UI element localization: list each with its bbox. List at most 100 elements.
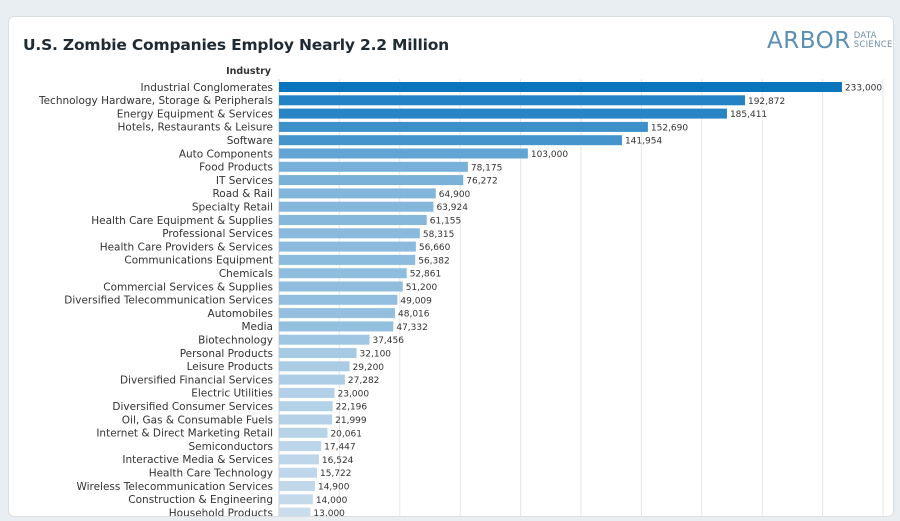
bar	[279, 308, 396, 319]
bar	[279, 374, 345, 385]
category-label: Interactive Media & Services	[122, 454, 273, 466]
category-label: Diversified Telecommunication Services	[64, 295, 273, 307]
category-label: Wireless Telecommunication Services	[76, 481, 273, 493]
value-label: 20,061	[330, 429, 362, 439]
value-label: 51,200	[406, 283, 438, 293]
bar	[279, 161, 468, 172]
bar	[279, 148, 528, 159]
bar	[279, 494, 313, 505]
logo-sub-line-2: SCIENCE	[853, 40, 893, 50]
value-label: 48,016	[398, 310, 430, 320]
bar	[279, 361, 350, 372]
category-label: Health Care Equipment & Supplies	[91, 215, 273, 227]
bar	[279, 294, 398, 305]
value-label: 233,000	[845, 84, 882, 94]
axis-title-industry: Industry	[226, 66, 272, 77]
value-label: 78,175	[471, 163, 503, 173]
bar	[279, 241, 416, 252]
bar	[279, 95, 745, 106]
value-label: 56,382	[418, 256, 450, 266]
category-label: Leisure Products	[187, 361, 273, 373]
value-label: 17,447	[324, 443, 356, 453]
category-label: Automobiles	[208, 308, 273, 320]
category-label: Hotels, Restaurants & Leisure	[118, 122, 274, 134]
bar	[279, 401, 333, 412]
bar	[279, 135, 622, 146]
value-label: 32,100	[360, 350, 392, 360]
chart-title: U.S. Zombie Companies Employ Nearly 2.2 …	[23, 36, 450, 54]
value-label: 56,660	[419, 243, 451, 253]
category-label: Construction & Engineering	[128, 494, 273, 506]
category-label: Semiconductors	[188, 441, 273, 453]
category-label: Household Products	[169, 507, 273, 516]
value-label: 49,009	[400, 296, 432, 306]
value-label: 103,000	[531, 150, 568, 160]
value-label: 192,872	[748, 97, 785, 107]
bar	[279, 215, 427, 225]
value-label: 16,524	[322, 456, 354, 466]
value-label: 22,196	[336, 403, 368, 413]
category-label: Oil, Gas & Consumable Fuels	[122, 414, 273, 426]
logo-sub-text: DATA SCIENCE	[854, 32, 893, 50]
bar	[279, 334, 370, 345]
value-label: 58,315	[423, 230, 455, 240]
bar	[279, 121, 648, 132]
bar	[279, 254, 416, 265]
bar	[279, 321, 394, 332]
category-label: Personal Products	[180, 348, 273, 360]
category-label: Professional Services	[162, 228, 273, 240]
logo-sub-line-1: DATA	[853, 31, 877, 41]
value-label: 37,456	[372, 336, 404, 346]
bar	[279, 467, 317, 478]
value-label: 63,924	[436, 203, 468, 213]
value-label: 27,282	[348, 376, 380, 386]
bar	[279, 108, 727, 119]
category-label: Software	[227, 135, 273, 147]
category-label: IT Services	[216, 175, 273, 187]
value-label: 21,999	[335, 416, 367, 426]
value-label: 185,411	[730, 110, 767, 120]
category-label: Diversified Financial Services	[120, 374, 273, 386]
bar	[279, 348, 357, 358]
bar	[279, 481, 315, 491]
value-label: 14,000	[316, 496, 348, 506]
value-label: 64,900	[439, 190, 471, 200]
category-label: Food Products	[199, 162, 273, 174]
value-label: 47,332	[396, 323, 428, 333]
logo-main-text: ARBOR	[767, 28, 851, 54]
value-label: 76,272	[466, 177, 498, 187]
bar	[279, 82, 842, 92]
value-label: 14,900	[318, 483, 350, 493]
value-label: 29,200	[353, 363, 385, 373]
value-label: 15,722	[320, 469, 352, 479]
value-label: 61,155	[430, 217, 462, 227]
category-label: Electric Utilities	[191, 388, 273, 400]
chart-card: U.S. Zombie Companies Employ Nearly 2.2 …	[8, 16, 894, 517]
bar	[279, 281, 403, 292]
category-label: Specialty Retail	[192, 202, 273, 214]
category-label: Chemicals	[219, 268, 273, 280]
value-label: 141,954	[625, 137, 662, 147]
value-label: 52,861	[410, 270, 442, 280]
bar	[279, 268, 407, 279]
category-label: Industrial Conglomerates	[141, 82, 274, 94]
arbor-logo: ARBOR DATA SCIENCE	[767, 27, 893, 55]
category-label: Auto Components	[179, 148, 273, 160]
category-label: Technology Hardware, Storage & Periphera…	[38, 95, 273, 107]
category-label: Diversified Consumer Services	[112, 401, 273, 413]
bar	[279, 427, 328, 438]
category-label: Internet & Direct Marketing Retail	[96, 428, 273, 440]
bar	[279, 201, 434, 212]
category-label: Road & Rail	[212, 188, 273, 200]
bar	[279, 441, 322, 452]
bar	[279, 454, 319, 465]
category-label: Health Care Providers & Services	[100, 241, 273, 253]
category-label: Communications Equipment	[124, 255, 273, 267]
bar	[279, 175, 464, 186]
bar	[279, 188, 436, 199]
category-label: Biotechnology	[198, 335, 273, 347]
category-label: Energy Equipment & Services	[117, 108, 273, 120]
bar	[279, 414, 333, 425]
category-label: Health Care Technology	[149, 468, 273, 480]
value-label: 13,000	[313, 509, 345, 516]
